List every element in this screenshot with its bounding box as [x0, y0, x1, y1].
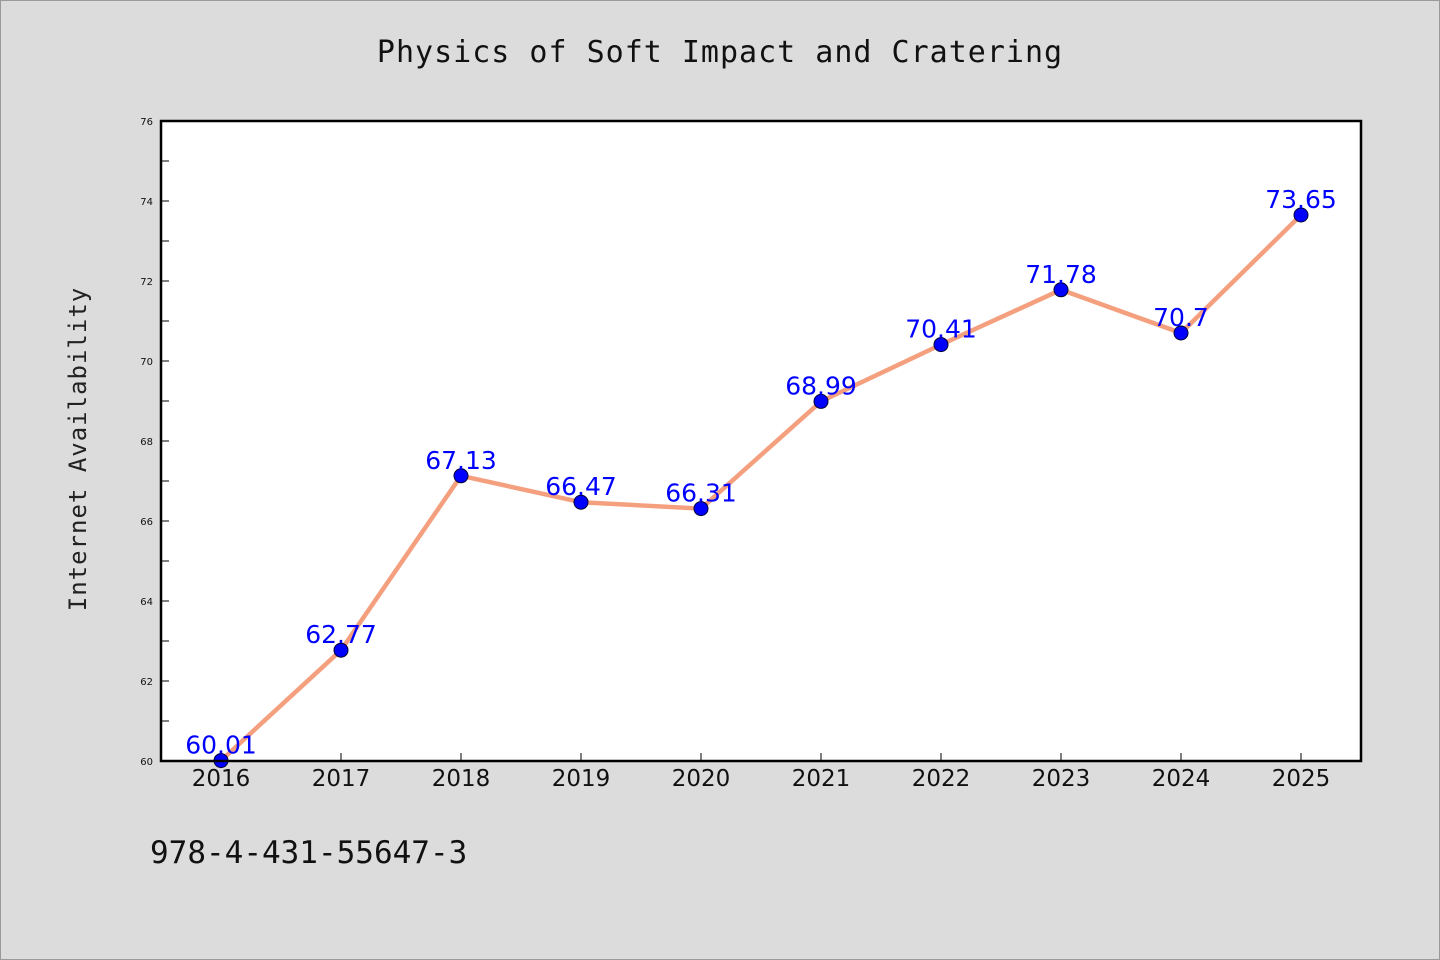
x-tick-label: 2024	[1152, 766, 1211, 792]
series-line	[218, 212, 1304, 763]
x-tick-label: 2019	[552, 766, 611, 792]
data-point	[1293, 207, 1309, 223]
data-point	[1173, 325, 1189, 341]
data-label: 70.7	[1153, 303, 1209, 332]
plot-area	[161, 121, 1361, 761]
y-tick-label: 70	[140, 357, 153, 368]
data-label: 62.77	[305, 620, 377, 649]
isbn-code: 978-4-431-55647-3	[150, 835, 468, 871]
data-label: 73.65	[1265, 185, 1337, 214]
data-label: 70.41	[905, 315, 977, 344]
y-tick-label: 72	[140, 277, 153, 288]
y-tick-label: 66	[140, 517, 153, 528]
plot-border	[159, 119, 1363, 763]
y-tick-label: 74	[140, 197, 153, 208]
data-point	[333, 642, 349, 658]
data-point	[573, 494, 589, 510]
data-point	[693, 501, 709, 517]
data-point	[1053, 282, 1069, 298]
x-tick-label: 2016	[192, 766, 251, 792]
x-tick-label: 2023	[1032, 766, 1091, 792]
x-tick-label: 2022	[912, 766, 971, 792]
y-tick-label: 64	[140, 597, 153, 608]
data-point	[813, 393, 829, 409]
data-label: 71.78	[1025, 260, 1097, 289]
data-label: 60.01	[185, 731, 257, 760]
data-point	[933, 337, 949, 353]
data-point	[453, 468, 469, 484]
data-label: 66.47	[545, 472, 617, 501]
data-label: 66.31	[665, 479, 737, 508]
x-tick-label: 2017	[312, 766, 371, 792]
y-tick-label: 60	[140, 757, 153, 768]
chart-title: Physics of Soft Impact and Cratering	[376, 35, 1064, 70]
y-tick-label: 62	[140, 677, 153, 688]
data-label: 68.99	[785, 371, 857, 400]
x-tick-label: 2021	[792, 766, 851, 792]
x-tick-label: 2020	[672, 766, 731, 792]
x-tick-label: 2018	[432, 766, 491, 792]
data-label: 67.13	[425, 446, 497, 475]
y-tick-label: 76	[140, 117, 153, 128]
x-tick-label: 2025	[1272, 766, 1331, 792]
y-tick-label: 68	[140, 437, 153, 448]
